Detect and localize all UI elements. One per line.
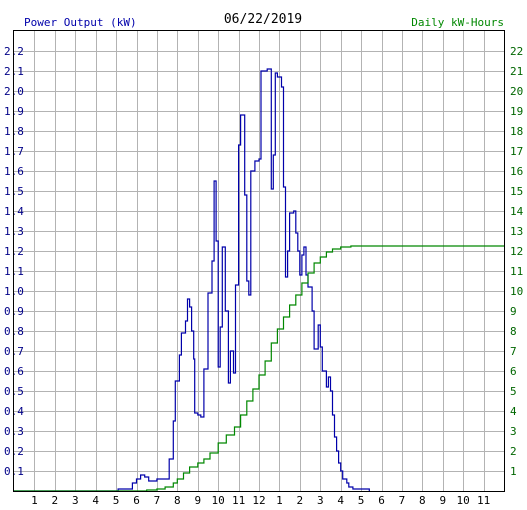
x-tick-label: 8 (174, 494, 181, 507)
series-layer (14, 68, 504, 492)
left-tick-label: 0.4 (4, 405, 24, 418)
series-line-power-output (14, 68, 370, 492)
right-tick-label: 14 (510, 205, 524, 218)
right-tick-label: 2 (510, 445, 517, 458)
right-tick-label: 17 (510, 145, 523, 158)
x-tick-label: 1 (276, 494, 283, 507)
right-tick-label: 11 (510, 265, 523, 278)
x-tick-label: 4 (337, 494, 344, 507)
series-line-daily-kwh (14, 245, 504, 492)
right-tick-label: 18 (510, 125, 523, 138)
right-tick-label: 22 (510, 45, 523, 58)
right-tick-label: 21 (510, 65, 523, 78)
x-tick-label: 3 (72, 494, 79, 507)
x-tick-label: 9 (439, 494, 446, 507)
plot-frame (13, 30, 505, 492)
grid (14, 31, 504, 491)
left-tick-label: 1.4 (4, 205, 24, 218)
x-tick-label: 8 (419, 494, 426, 507)
right-tick-label: 20 (510, 85, 523, 98)
right-tick-label: 16 (510, 165, 523, 178)
x-tick-label: 6 (378, 494, 385, 507)
right-tick-label: 13 (510, 225, 523, 238)
x-tick-label: 5 (113, 494, 120, 507)
right-tick-label: 15 (510, 185, 523, 198)
right-tick-label: 10 (510, 285, 523, 298)
x-tick-label: 10 (457, 494, 470, 507)
x-tick-label: 6 (133, 494, 140, 507)
right-tick-label: 7 (510, 345, 517, 358)
x-tick-label: 11 (477, 494, 490, 507)
right-tick-label: 19 (510, 105, 523, 118)
x-tick-label: 10 (212, 494, 225, 507)
x-tick-label: 7 (399, 494, 406, 507)
right-tick-label: 1 (510, 465, 517, 478)
right-tick-label: 3 (510, 425, 517, 438)
x-tick-label: 2 (52, 494, 59, 507)
right-tick-label: 9 (510, 305, 517, 318)
x-tick-label: 7 (154, 494, 161, 507)
x-tick-label: 1 (31, 494, 38, 507)
x-tick-label: 12 (252, 494, 265, 507)
x-tick-label: 3 (317, 494, 324, 507)
right-tick-label: 6 (510, 365, 517, 378)
right-tick-label: 12 (510, 245, 523, 258)
x-tick-label: 5 (358, 494, 365, 507)
left-axis-title: Power Output (kW) (24, 16, 137, 29)
x-tick-label: 11 (232, 494, 245, 507)
left-axis-ticks: 0.10.20.30.40.50.60.70.80.91.01.11.21.31… (4, 45, 24, 478)
chart-title: 06/22/2019 (224, 12, 302, 27)
x-axis-ticks: 1 2 3 4 5 6 7 8 9 10 11 12 1 2 3 4 5 6 7 8 9 10 11 (31, 494, 490, 507)
right-tick-label: 4 (510, 405, 517, 418)
x-tick-label: 9 (194, 494, 201, 507)
x-tick-label: 2 (297, 494, 304, 507)
right-tick-label: 5 (510, 385, 517, 398)
right-tick-label: 8 (510, 325, 517, 338)
right-axis-title: Daily kW-Hours (411, 16, 504, 29)
x-tick-label: 4 (92, 494, 99, 507)
